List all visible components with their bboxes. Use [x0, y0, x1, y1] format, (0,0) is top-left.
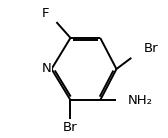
Text: NH₂: NH₂ [127, 94, 152, 107]
Text: Br: Br [143, 42, 158, 55]
Text: F: F [41, 7, 49, 20]
Text: Br: Br [63, 121, 78, 134]
Text: N: N [42, 63, 52, 75]
